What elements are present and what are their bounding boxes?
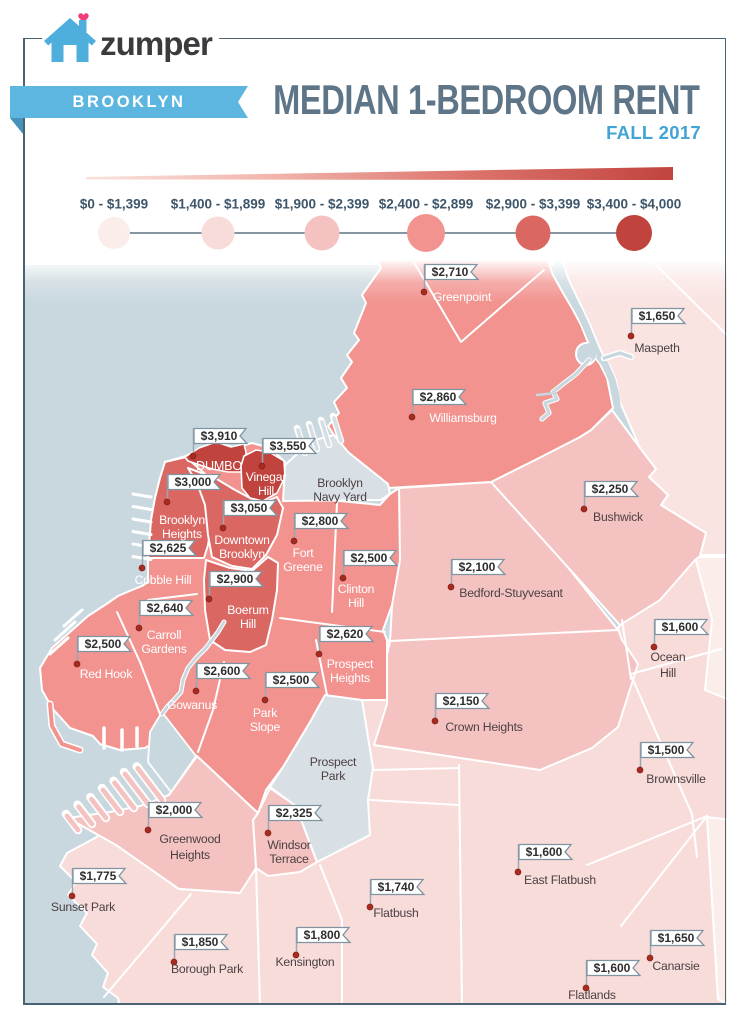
svg-text:$2,250: $2,250	[592, 482, 629, 496]
svg-text:$2,150: $2,150	[443, 694, 480, 708]
svg-text:$2,860: $2,860	[420, 390, 457, 404]
svg-text:Red Hook: Red Hook	[80, 667, 134, 681]
svg-text:$2,625: $2,625	[150, 541, 187, 555]
svg-text:Prospect: Prospect	[310, 755, 357, 769]
svg-text:$1,600: $1,600	[526, 845, 563, 859]
svg-text:Crown Heights: Crown Heights	[445, 720, 522, 734]
svg-text:$0 - $1,399: $0 - $1,399	[80, 197, 148, 212]
svg-text:$2,900 - $3,399: $2,900 - $3,399	[486, 197, 581, 212]
svg-text:Cobble Hill: Cobble Hill	[135, 573, 192, 587]
svg-text:Gowanus: Gowanus	[167, 698, 217, 712]
svg-text:$2,500: $2,500	[273, 673, 310, 687]
svg-text:$3,400 - $4,000: $3,400 - $4,000	[587, 197, 682, 212]
svg-text:Canarsie: Canarsie	[652, 959, 700, 973]
svg-text:DUMBO: DUMBO	[196, 459, 242, 473]
svg-text:$2,400 - $2,899: $2,400 - $2,899	[379, 197, 474, 212]
svg-text:Sunset Park: Sunset Park	[51, 900, 116, 914]
svg-text:Slope: Slope	[250, 720, 281, 734]
svg-text:$1,400 - $1,899: $1,400 - $1,899	[171, 197, 266, 212]
svg-text:$1,500: $1,500	[648, 743, 685, 757]
svg-text:Flatlands: Flatlands	[568, 988, 616, 1002]
svg-text:Hill: Hill	[660, 666, 676, 680]
svg-text:$2,800: $2,800	[302, 514, 339, 528]
svg-text:Park: Park	[321, 769, 346, 783]
svg-text:Brooklyn: Brooklyn	[219, 547, 265, 561]
svg-text:Brooklyn: Brooklyn	[159, 513, 205, 527]
svg-text:Greenwood: Greenwood	[159, 832, 220, 846]
svg-text:$2,620: $2,620	[327, 627, 364, 641]
svg-text:Borough Park: Borough Park	[171, 962, 244, 976]
svg-text:Fort: Fort	[293, 546, 315, 560]
svg-text:$2,640: $2,640	[147, 601, 184, 615]
svg-text:Hill: Hill	[348, 596, 364, 610]
svg-text:$2,325: $2,325	[276, 806, 313, 820]
svg-text:$2,900: $2,900	[217, 572, 254, 586]
svg-text:Bushwick: Bushwick	[593, 510, 644, 524]
svg-text:Brownsville: Brownsville	[646, 772, 706, 786]
svg-text:Flatbush: Flatbush	[373, 906, 418, 920]
svg-text:$3,910: $3,910	[201, 429, 238, 443]
svg-text:$1,600: $1,600	[662, 620, 699, 634]
svg-text:Hill: Hill	[240, 617, 256, 631]
svg-text:Carroll: Carroll	[147, 628, 182, 642]
svg-text:Downtown: Downtown	[214, 533, 269, 547]
svg-text:Maspeth: Maspeth	[634, 341, 679, 355]
svg-text:$1,900 - $2,399: $1,900 - $2,399	[275, 197, 370, 212]
svg-text:Boerum: Boerum	[227, 603, 269, 617]
svg-text:Navy Yard: Navy Yard	[313, 490, 367, 504]
svg-text:Heights: Heights	[162, 527, 202, 541]
svg-text:$2,500: $2,500	[351, 551, 388, 565]
svg-text:Ocean: Ocean	[651, 650, 686, 664]
svg-text:Greene: Greene	[283, 560, 323, 574]
svg-text:$1,600: $1,600	[594, 961, 631, 975]
svg-text:$2,000: $2,000	[156, 803, 193, 817]
svg-text:$2,600: $2,600	[204, 664, 241, 678]
svg-text:Terrace: Terrace	[269, 852, 309, 866]
svg-text:$3,000: $3,000	[175, 475, 212, 489]
svg-text:Hill: Hill	[258, 484, 274, 498]
svg-text:$3,050: $3,050	[231, 501, 268, 515]
svg-text:$1,650: $1,650	[639, 309, 676, 323]
svg-text:East Flatbush: East Flatbush	[524, 873, 596, 887]
svg-text:Greenpoint: Greenpoint	[433, 290, 492, 304]
svg-text:Prospect: Prospect	[327, 657, 374, 671]
svg-text:Gardens: Gardens	[141, 642, 186, 656]
svg-text:$1,650: $1,650	[658, 931, 695, 945]
svg-text:$1,775: $1,775	[80, 869, 117, 883]
svg-text:$2,710: $2,710	[432, 265, 469, 279]
svg-text:Heights: Heights	[330, 671, 370, 685]
svg-text:Heights: Heights	[170, 848, 210, 862]
svg-text:Clinton: Clinton	[338, 582, 375, 596]
svg-text:Windsor: Windsor	[267, 838, 310, 852]
svg-text:$1,740: $1,740	[378, 880, 415, 894]
svg-text:Williamsburg: Williamsburg	[429, 411, 496, 425]
svg-text:Bedford-Stuyvesant: Bedford-Stuyvesant	[459, 586, 563, 600]
svg-text:$2,500: $2,500	[85, 637, 122, 651]
svg-text:$1,850: $1,850	[182, 935, 219, 949]
svg-text:Vinegar: Vinegar	[246, 470, 287, 484]
svg-text:$3,550: $3,550	[270, 439, 307, 453]
svg-text:Kensington: Kensington	[276, 955, 335, 969]
svg-text:Brooklyn: Brooklyn	[317, 476, 362, 490]
svg-text:Park: Park	[253, 706, 278, 720]
svg-text:$2,100: $2,100	[459, 560, 496, 574]
svg-text:$1,800: $1,800	[304, 928, 341, 942]
